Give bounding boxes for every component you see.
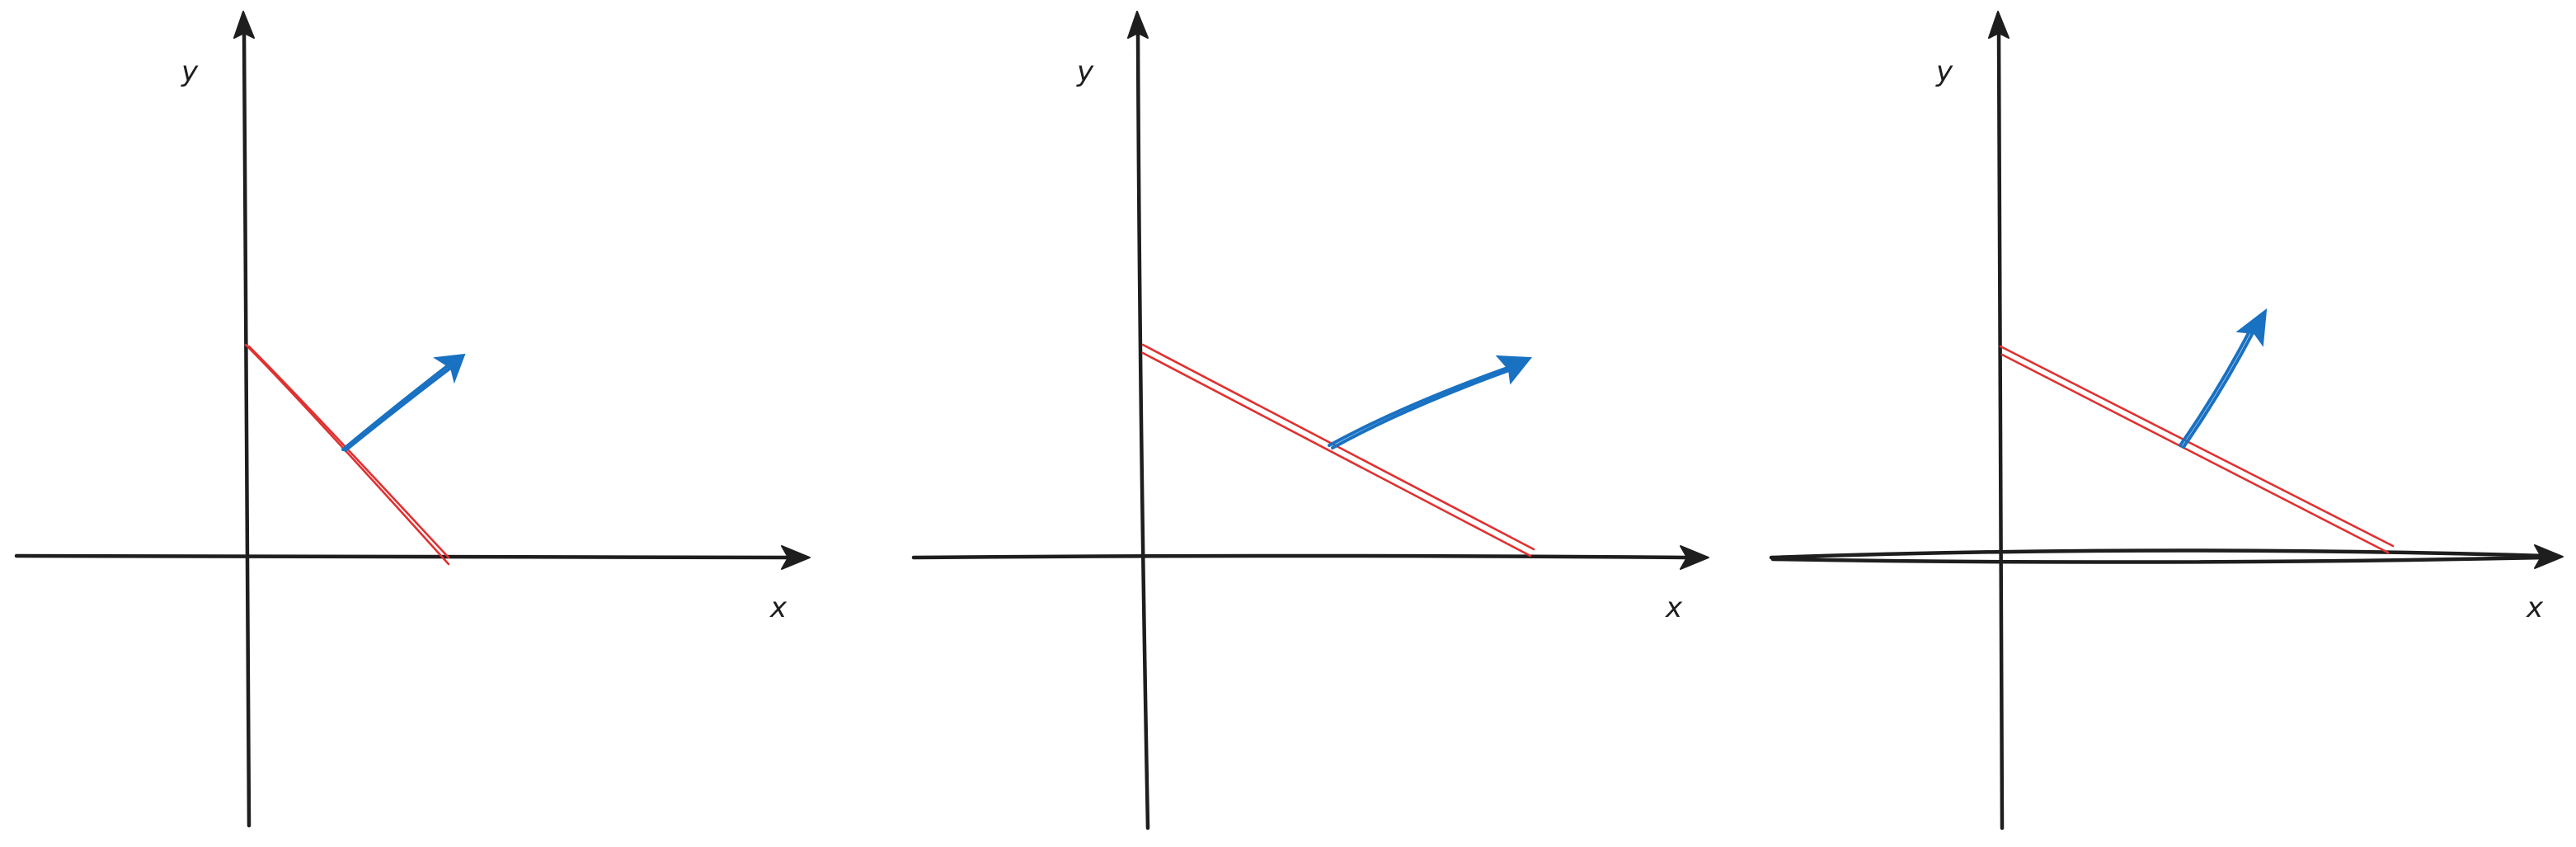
y-axis-label: y [1076,55,1094,88]
panel-3: x y [1769,11,2564,831]
normal-vector-arrow [1328,355,1533,449]
normal-vector-arrow [341,353,466,452]
x-axis-arrowhead [2534,544,2564,569]
y-axis-line [242,31,251,828]
red-line-segment [1999,345,2395,554]
x-axis-line-stroke-2 [1770,555,2549,564]
x-axis-arrowhead [781,545,811,570]
y-axis-line [1996,31,2005,831]
x-axis-label: x [769,591,787,624]
normal-vector-arrow [2179,308,2268,449]
y-axis-arrowhead [1988,11,2010,39]
x-axis-line [911,553,1695,560]
panel-2: x y [911,11,1709,831]
x-axis-arrowhead [1680,545,1709,570]
y-axis-label: y [1935,55,1953,88]
x-axis-line [1769,548,2550,560]
red-line-segment [1141,343,1535,558]
x-axis-label: x [2526,591,2544,624]
y-axis-label: y [181,55,199,88]
panel-1: x y [14,11,811,828]
x-axis-line [14,553,796,560]
red-line-segment [244,343,450,566]
x-axis-label: x [1665,591,1683,624]
vector-arrowhead [1495,355,1533,385]
y-axis-line [1135,31,1150,831]
vector-arrowhead [433,353,466,384]
vector-arrowhead [2235,308,2268,347]
y-axis-arrowhead [233,11,255,39]
y-axis-arrowhead [1127,11,1149,39]
